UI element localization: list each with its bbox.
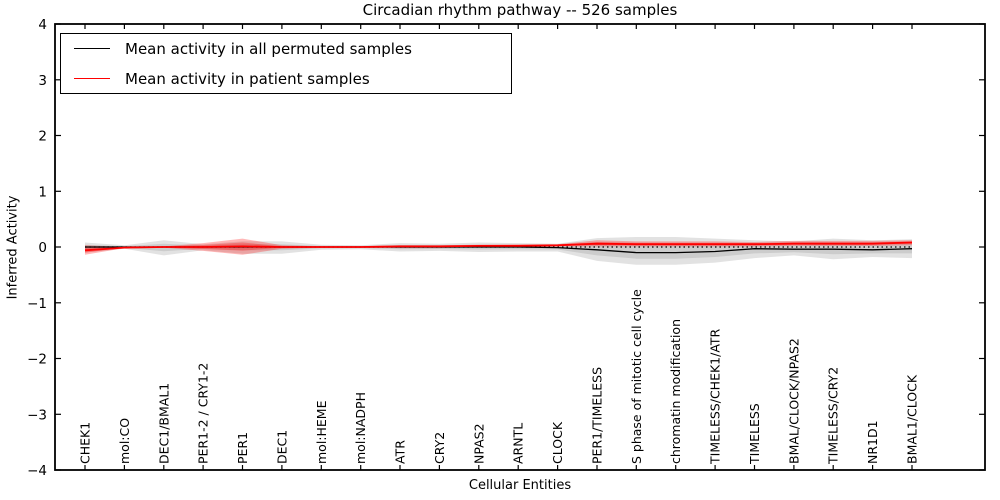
x-tick-label: CLOCK <box>550 421 565 464</box>
x-tick-label: BMAL1/CLOCK <box>905 374 920 464</box>
y-tick-label: −3 <box>27 407 47 423</box>
legend-label-patient: Mean activity in patient samples <box>125 69 370 88</box>
x-tick-label: TIMELESS <box>747 403 762 465</box>
legend-item-patient: Mean activity in patient samples <box>61 68 511 90</box>
x-tick-label: CHEK1 <box>78 422 93 464</box>
y-tick-label: 2 <box>38 129 47 145</box>
x-tick-label: S phase of mitotic cell cycle <box>629 289 644 464</box>
x-tick-label: BMAL/CLOCK/NPAS2 <box>786 338 801 464</box>
x-tick-label: CRY2 <box>432 432 447 464</box>
x-tick-label: mol:CO <box>117 418 132 464</box>
x-axis-label: Cellular Entities <box>468 478 572 493</box>
x-tick-label: PER1/TIMELESS <box>589 367 604 464</box>
legend-line-sample-patient <box>74 78 110 79</box>
y-tick-label: 0 <box>38 240 47 256</box>
legend-label-permuted: Mean activity in all permuted samples <box>125 39 412 58</box>
x-tick-label: NPAS2 <box>471 423 486 464</box>
x-tick-label: TIMELESS/CRY2 <box>826 367 841 465</box>
x-tick-label: NR1D1 <box>865 420 880 464</box>
x-tick-label: ARNTL <box>511 423 526 464</box>
x-tick-label: DEC1/BMAL1 <box>156 383 171 464</box>
x-tick-label: PER1 <box>235 432 250 464</box>
y-tick-label: −4 <box>27 463 47 479</box>
y-tick-label: 1 <box>38 184 47 200</box>
x-tick-label: PER1-2 / CRY1-2 <box>196 363 211 464</box>
legend-item-permuted: Mean activity in all permuted samples <box>61 38 511 60</box>
x-tick-label: TIMELESS/CHEK1/ATR <box>708 328 723 465</box>
legend: Mean activity in all permuted samples Me… <box>60 33 512 94</box>
x-tick-label: mol:NADPH <box>353 392 368 464</box>
series-line-patient <box>84 241 913 252</box>
y-tick-label: 4 <box>38 17 47 33</box>
x-tick-label: DEC1 <box>274 430 289 464</box>
y-tick-label: 3 <box>38 73 47 89</box>
y-axis-label: Inferred Activity <box>5 195 21 300</box>
x-tick-label: chromatin modification <box>668 319 683 464</box>
legend-line-sample-permuted <box>74 48 110 49</box>
y-tick-label: −1 <box>27 296 47 312</box>
chart-title: Circadian rhythm pathway -- 526 samples <box>362 1 678 19</box>
x-tick-label: mol:HEME <box>314 400 329 464</box>
y-tick-label: −2 <box>27 352 47 368</box>
x-tick-label: ATR <box>393 440 408 464</box>
